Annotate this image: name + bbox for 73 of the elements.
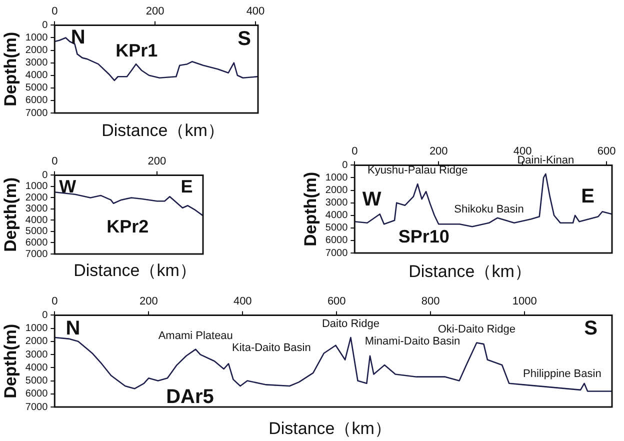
y-axis-title: Depth(m) [0, 177, 20, 252]
x-axis-title: Distance（km） [102, 120, 224, 142]
y-axis-title: Depth(m) [0, 324, 20, 398]
x-tick-label: 200 [429, 146, 448, 158]
y-tick-label: 1000 [25, 32, 48, 44]
annotation: W [362, 188, 382, 210]
y-tick-label: 7000 [25, 248, 48, 260]
y-tick-label: 2000 [25, 45, 48, 56]
y-tick-label: 2000 [325, 185, 348, 196]
y-tick-label: 0 [42, 310, 48, 321]
annotation: Kyushu-Palau Ridge [367, 164, 468, 177]
y-tick-label: 2000 [25, 336, 48, 348]
annotation: Daini-Kinan [517, 154, 574, 167]
y-tick-label: 1000 [325, 172, 348, 184]
annotation: Shikoku Basin [454, 203, 524, 216]
annotation: Daito Ridge [322, 318, 380, 330]
y-tick-label: 2000 [25, 192, 48, 204]
annotation: N [70, 26, 86, 48]
y-tick-label: 3000 [25, 58, 48, 69]
annotation: DAr5 [166, 386, 214, 408]
x-tick-label: 0 [52, 6, 58, 18]
annotation: KPr1 [116, 40, 158, 61]
x-tick-label: 800 [421, 296, 440, 308]
y-tick-label: 1000 [25, 181, 48, 192]
x-tick-label: 600 [597, 146, 616, 158]
x-tick-label: 400 [233, 296, 252, 308]
x-tick-label: 1000 [512, 296, 537, 308]
x-axis-title: Distance（km） [74, 260, 196, 282]
y-axis-title: Depth(m) [0, 32, 20, 106]
annotation: Oki-Daito Ridge [438, 323, 516, 336]
y-tick-label: 0 [42, 20, 48, 31]
annotation: E [180, 176, 193, 196]
y-tick-label: 4000 [25, 70, 48, 82]
y-tick-label: 5000 [25, 226, 48, 238]
annotation: E [581, 186, 594, 208]
annotation: KPr2 [106, 216, 149, 237]
annotation: Kita-Daito Basin [232, 342, 311, 354]
x-tick-label: 200 [146, 6, 164, 18]
y-tick-label: 3000 [25, 204, 48, 215]
x-tick-label: 600 [327, 296, 346, 308]
y-tick-label: 5000 [25, 82, 48, 94]
y-tick-label: 6000 [25, 237, 48, 248]
y-tick-label: 0 [42, 170, 48, 181]
x-axis-title: Distance（km） [408, 261, 532, 283]
y-tick-label: 6000 [325, 235, 348, 246]
y-tick-label: 1000 [25, 323, 48, 334]
annotation: SPr10 [398, 226, 450, 246]
annotation: Philippine Basin [523, 368, 602, 380]
y-tick-label: 3000 [325, 198, 348, 209]
x-tick-label: 400 [246, 6, 265, 18]
y-tick-label: 7000 [325, 248, 348, 259]
x-tick-label: 0 [352, 146, 358, 158]
x-tick-label: 200 [148, 156, 166, 168]
annotation: N [66, 317, 80, 340]
y-tick-label: 7000 [25, 402, 48, 413]
y-axis-title: Depth(m) [300, 172, 320, 246]
y-tick-label: 6000 [25, 95, 48, 106]
y-tick-label: 4000 [325, 210, 348, 222]
x-axis-title: Distance（km） [268, 418, 392, 440]
y-tick-label: 4000 [25, 214, 48, 226]
y-tick-label: 5000 [325, 222, 348, 234]
annotation: S [584, 317, 598, 340]
y-tick-label: 6000 [25, 388, 48, 400]
x-tick-label: 0 [52, 296, 58, 308]
y-tick-label: 4000 [25, 362, 48, 374]
annotation: W [59, 176, 76, 196]
x-tick-label: 200 [139, 296, 158, 308]
annotation: Amami Plateau [158, 330, 233, 342]
annotation: Minami-Daito Basin [364, 335, 460, 348]
annotation: S [238, 28, 252, 50]
y-tick-label: 7000 [25, 108, 48, 119]
y-tick-label: 3000 [25, 349, 48, 360]
y-tick-label: 5000 [25, 376, 48, 387]
